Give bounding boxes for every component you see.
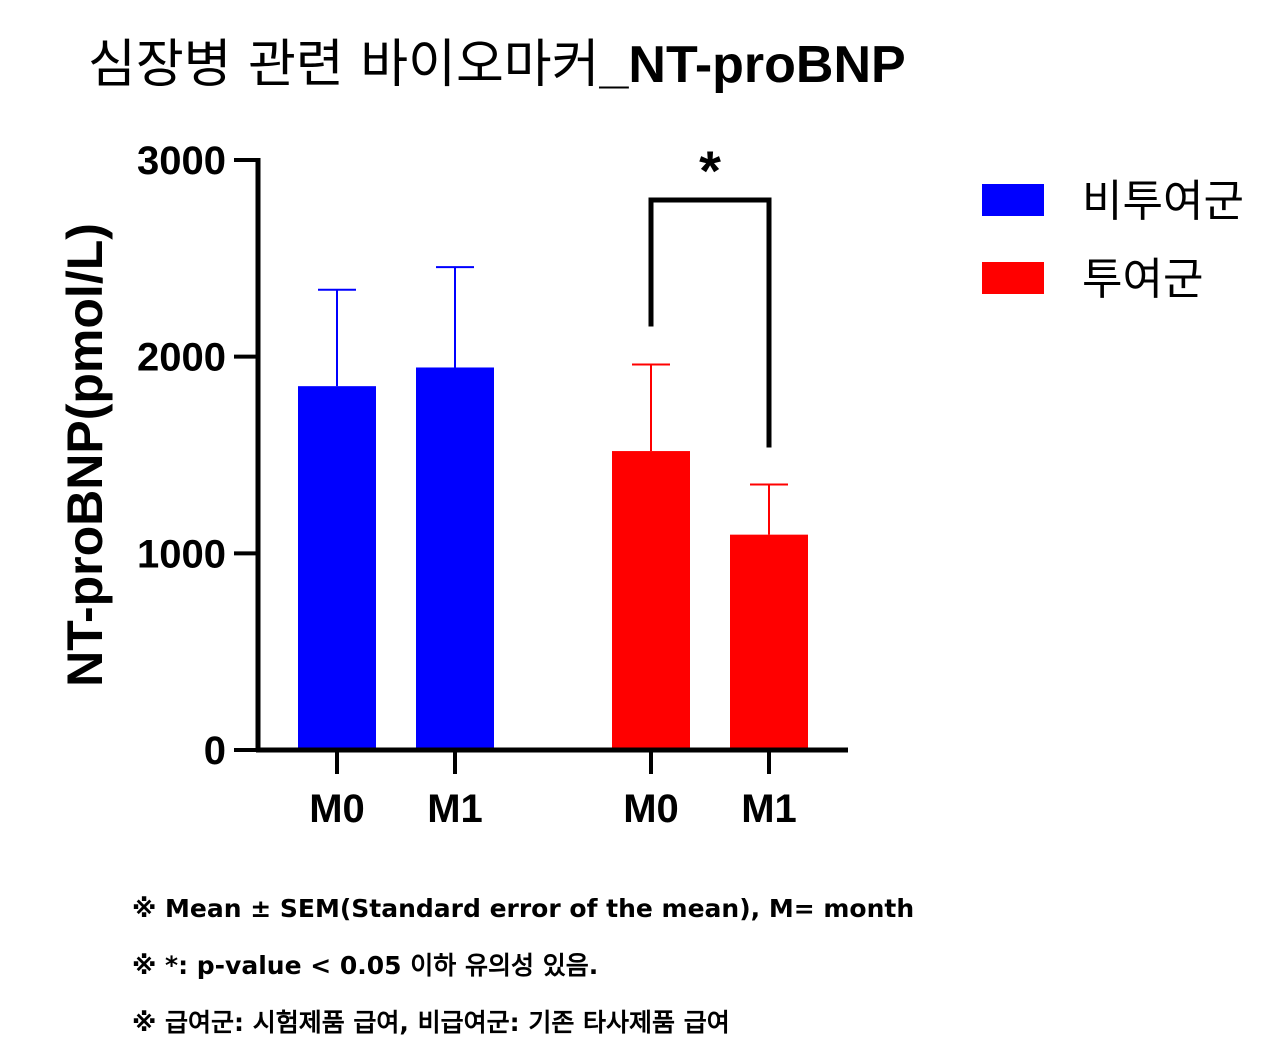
- chart-title: 심장병 관련 바이오마커_NT-proBNP: [88, 22, 906, 97]
- y-tick-label-3000: 3000: [137, 139, 226, 183]
- legend-label-0: 비투여군: [1082, 176, 1244, 227]
- chart-title-english: _NT-proBNP: [599, 36, 906, 94]
- x-tick-label-g0-M1: M1: [427, 787, 483, 831]
- chart-title-korean: 심장병 관련 바이오마커: [88, 35, 600, 95]
- legend-swatch-1: [982, 262, 1044, 294]
- bar-chart: M0 M1 M0 M1 0 1000 2000 3000 NT-proBNP(pmol/L) * 비…: [57, 139, 1244, 831]
- y-tick-label-1000: 1000: [137, 532, 226, 576]
- legend-swatch-0: [982, 184, 1044, 216]
- significance-marker: *: [699, 139, 721, 202]
- bar-g0-M0: [298, 386, 376, 750]
- footnotes: ※ Mean ± SEM(Standard error of the mean)…: [132, 880, 914, 1051]
- y-axis-label: NT-proBNP(pmol/L): [57, 223, 113, 687]
- legend-label-1: 투여군: [1082, 254, 1203, 305]
- y-tick-label-0: 0: [204, 729, 226, 773]
- footnote-sem: ※ Mean ± SEM(Standard error of the mean)…: [132, 894, 915, 923]
- x-tick-label-g1-M0: M0: [623, 787, 679, 831]
- x-tick-label-g1-M1: M1: [741, 787, 797, 831]
- bar-g0-M1: [416, 367, 494, 750]
- y-tick-label-2000: 2000: [137, 336, 226, 380]
- x-tick-label-g0-M0: M0: [309, 787, 365, 831]
- footnote-groups: ※ 급여군: 시험제품 급여, 비급여군: 기존 타사제품 급여: [132, 1008, 730, 1037]
- bar-g1-M0: [612, 451, 690, 750]
- bar-g1-M1: [730, 534, 808, 750]
- significance-bracket: [648, 197, 772, 448]
- footnote-pvalue: ※ *: p-value < 0.05 이하 유의성 있음.: [132, 951, 599, 980]
